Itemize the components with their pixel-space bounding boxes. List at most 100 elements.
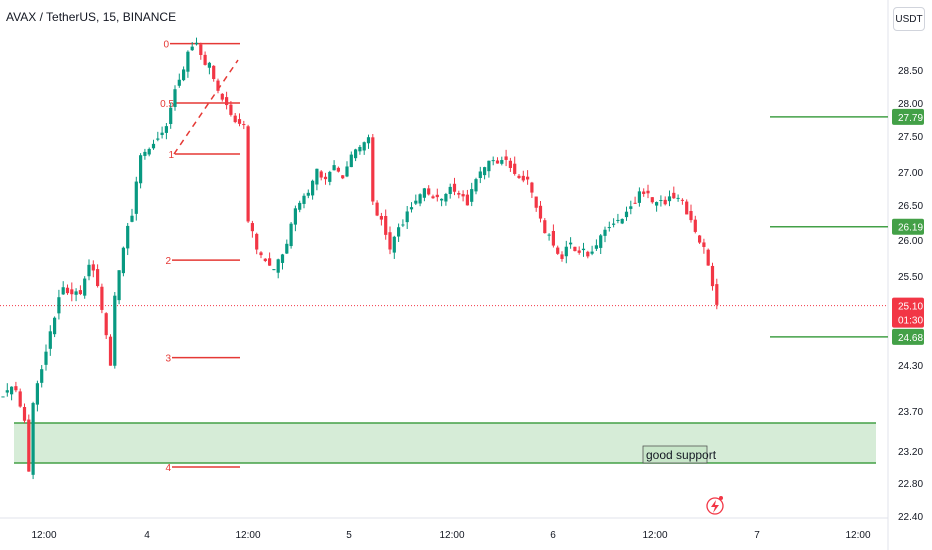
candle-body [388, 232, 392, 250]
candle-body [14, 386, 18, 391]
candle-body [61, 287, 65, 295]
candle-body [194, 42, 199, 45]
candle-body [285, 243, 289, 254]
candle-body [65, 287, 70, 294]
candle-body [581, 248, 586, 251]
candle-body [495, 160, 500, 164]
candle-body [134, 181, 138, 214]
candle-body [237, 119, 242, 124]
candle-body [702, 242, 706, 247]
currency-button[interactable]: USDT [893, 7, 925, 31]
candle-body [569, 242, 573, 245]
candle-body [693, 219, 697, 232]
candle-body [440, 198, 444, 201]
candle-body [53, 317, 57, 335]
candle-body [143, 151, 147, 156]
y-tick-label: 28.50 [898, 66, 923, 77]
candle-body [22, 407, 27, 421]
candle-body [500, 160, 504, 164]
candle-body [384, 215, 388, 235]
candle-body [121, 247, 125, 274]
level-price-label: 24.68 [898, 333, 923, 344]
candle-body [706, 249, 710, 266]
last-price-badge [892, 297, 924, 328]
lightning-icon[interactable] [706, 496, 724, 515]
level-price-label: 27.79 [898, 113, 923, 124]
candle-body [392, 236, 396, 253]
candle-body [78, 290, 82, 295]
candle-body [349, 154, 353, 168]
candle-body [255, 233, 259, 250]
candle-body [362, 142, 366, 151]
candle-body [534, 196, 538, 208]
candle-body [130, 215, 134, 222]
y-tick-label: 27.50 [898, 132, 923, 143]
candle-body [336, 167, 340, 172]
fib-trend-line[interactable] [173, 59, 239, 155]
candle-body [465, 194, 469, 206]
candle-body [397, 227, 401, 237]
candle-body [655, 202, 659, 206]
candle-body [5, 390, 9, 393]
candle-body [341, 175, 345, 179]
candle-body [474, 179, 478, 192]
candle-body [414, 200, 418, 204]
candle-body [293, 208, 297, 225]
candle-body [620, 218, 624, 224]
candle-body [427, 188, 431, 195]
level-price-label: 26.19 [898, 223, 923, 234]
candle-body [491, 160, 495, 162]
candle-body [328, 171, 332, 182]
candle-body [448, 186, 452, 195]
candle-body [259, 252, 263, 256]
fib-level-label: 2 [165, 256, 171, 267]
candle-body [74, 291, 78, 295]
candle-body [659, 200, 663, 202]
y-tick-label: 26.00 [898, 236, 923, 247]
candle-body [177, 79, 181, 86]
candle-body [366, 137, 371, 144]
candle-body [57, 297, 61, 314]
candle-body [354, 149, 358, 159]
candle-body [599, 235, 603, 248]
candle-body [444, 193, 448, 202]
candle-body [83, 278, 87, 296]
candle-body [560, 254, 564, 259]
symbol-title: AVAX / TetherUS, 15, BINANCE [6, 10, 177, 24]
candle-body [190, 46, 194, 51]
candle-body [530, 182, 534, 193]
candle-body [160, 132, 164, 135]
x-tick-label: 12:00 [845, 530, 870, 541]
candle-body [431, 196, 435, 199]
y-tick-label: 22.40 [898, 512, 923, 523]
candle-body [538, 205, 543, 219]
support-zone[interactable] [14, 423, 876, 463]
candle-body [246, 126, 250, 222]
x-tick-label: 12:00 [235, 530, 260, 541]
candle-body [139, 155, 143, 184]
candle-body [10, 386, 14, 395]
candle-body [663, 199, 667, 205]
candle-body [543, 220, 547, 234]
candle-body [302, 195, 306, 204]
candle-body [289, 223, 293, 247]
candle-body [306, 192, 310, 196]
fib-level-label: 3 [165, 354, 171, 365]
candle-body [268, 258, 272, 266]
candle-body [710, 265, 715, 287]
candle-body [577, 250, 581, 253]
candle-body [156, 138, 160, 140]
candle-body [242, 124, 246, 126]
candle-body [173, 89, 177, 107]
candle-body [715, 284, 719, 305]
candle-body [199, 44, 203, 55]
candle-body [547, 234, 551, 236]
level-price-badge [892, 328, 924, 345]
candles [1, 37, 719, 480]
candle-body [113, 295, 117, 366]
y-tick-label: 25.50 [898, 272, 923, 283]
candle-body [517, 175, 521, 178]
candle-body [48, 331, 52, 349]
candle-body [44, 351, 48, 365]
